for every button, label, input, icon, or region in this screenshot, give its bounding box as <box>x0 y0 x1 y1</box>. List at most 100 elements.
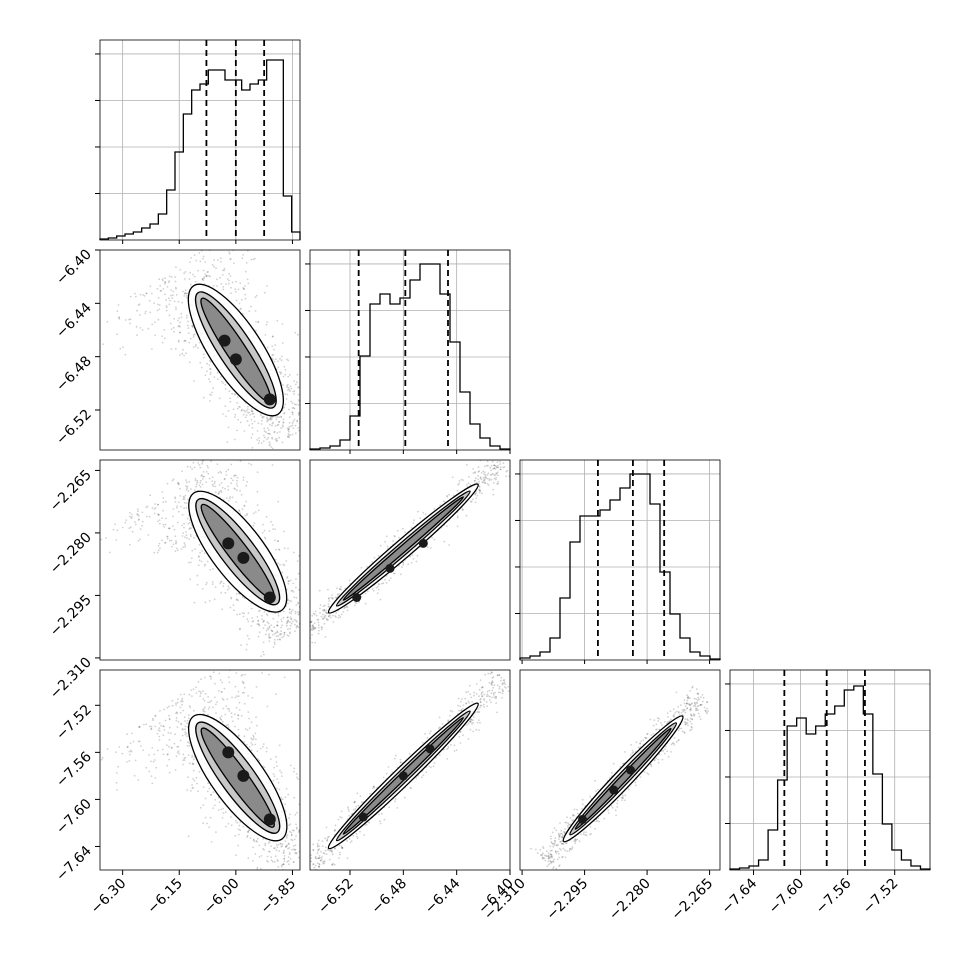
scatter-point <box>289 813 291 816</box>
scatter-point <box>271 630 274 633</box>
scatter-point <box>266 621 269 624</box>
scatter-point <box>384 540 386 543</box>
scatter-point <box>115 539 118 541</box>
scatter-point <box>320 850 322 853</box>
scatter-point <box>230 716 233 718</box>
density-core <box>222 537 235 550</box>
scatter-point <box>229 606 232 609</box>
scatter-point <box>477 474 479 477</box>
scatter-point <box>314 641 316 644</box>
scatter-point <box>287 856 290 858</box>
scatter-point <box>262 416 265 418</box>
scatter-point <box>250 409 253 412</box>
scatter-point <box>173 317 175 320</box>
scatter-point <box>295 619 297 622</box>
scatter-point <box>170 289 173 291</box>
scatter-point <box>282 863 285 866</box>
scatter-point <box>237 599 240 602</box>
scatter-point <box>235 299 238 302</box>
scatter-point <box>272 773 275 775</box>
scatter-point <box>235 707 238 709</box>
scatter-point <box>286 393 289 396</box>
scatter-point <box>187 327 190 329</box>
scatter-point <box>302 836 304 838</box>
density-core <box>352 593 362 602</box>
scatter-point <box>338 844 341 847</box>
scatter-point <box>265 633 267 636</box>
scatter-point <box>366 590 369 593</box>
scatter-point <box>228 272 230 275</box>
scatter-point <box>129 512 131 514</box>
scatter-point <box>140 745 142 747</box>
scatter-point <box>173 330 176 333</box>
scatter-point <box>415 560 418 563</box>
scatter-point <box>221 380 223 383</box>
scatter-point <box>251 413 254 415</box>
scatter-point <box>163 729 166 731</box>
scatter-point <box>179 354 181 356</box>
scatter-point <box>385 535 388 538</box>
scatter-point <box>320 859 322 862</box>
scatter-point <box>441 723 444 725</box>
scatter-point <box>210 841 213 843</box>
scatter-point <box>354 808 357 810</box>
scatter-point <box>183 340 186 343</box>
scatter-point <box>274 438 277 441</box>
scatter-point <box>209 816 212 819</box>
scatter-point <box>348 838 351 840</box>
scatter-point <box>189 521 191 524</box>
scatter-point <box>379 822 382 825</box>
scatter-point <box>211 480 214 483</box>
scatter-point <box>187 754 190 757</box>
scatter-point <box>252 412 255 415</box>
scatter-point <box>138 740 141 743</box>
scatter-point <box>215 703 217 706</box>
scatter-point <box>153 753 156 756</box>
scatter-point <box>186 292 189 295</box>
scatter-point <box>188 561 190 564</box>
scatter-point <box>217 493 220 495</box>
scatter-point <box>251 617 254 619</box>
scatter-point <box>416 554 419 557</box>
scatter-point <box>301 854 303 856</box>
scatter-point <box>267 436 270 439</box>
scatter-point <box>173 326 175 329</box>
scatter-point <box>149 311 152 314</box>
scatter-point <box>204 563 207 566</box>
scatter-point <box>227 426 230 429</box>
scatter-point <box>202 690 204 693</box>
scatter-point <box>266 427 269 429</box>
scatter-point <box>388 806 391 809</box>
scatter-point <box>333 847 336 850</box>
scatter-point <box>192 786 195 789</box>
scatter-point <box>187 490 190 493</box>
scatter-point <box>472 719 474 722</box>
scatter-point <box>274 558 277 561</box>
scatter-point <box>304 396 306 398</box>
scatter-point <box>210 793 212 796</box>
scatter-point <box>157 514 160 516</box>
scatter-point <box>490 671 493 674</box>
scatter-point <box>264 537 267 540</box>
scatter-point <box>276 424 279 427</box>
scatter-point <box>469 484 472 486</box>
scatter-point <box>322 871 324 873</box>
scatter-point <box>272 633 274 636</box>
scatter-point <box>204 676 206 679</box>
scatter-point <box>151 348 153 350</box>
scatter-point <box>207 472 210 475</box>
scatter-point <box>181 535 184 537</box>
scatter-point <box>280 630 282 632</box>
scatter-point <box>495 472 498 475</box>
scatter-point <box>286 427 289 430</box>
scatter-point <box>359 830 361 833</box>
scatter-point <box>433 508 436 510</box>
scatter-point <box>428 732 431 735</box>
scatter-point <box>376 592 379 595</box>
scatter-point <box>243 735 246 738</box>
scatter-point <box>251 620 254 623</box>
scatter-point <box>222 707 225 710</box>
scatter-point <box>274 855 277 858</box>
scatter-point <box>293 770 295 773</box>
scatter-point <box>466 724 468 726</box>
